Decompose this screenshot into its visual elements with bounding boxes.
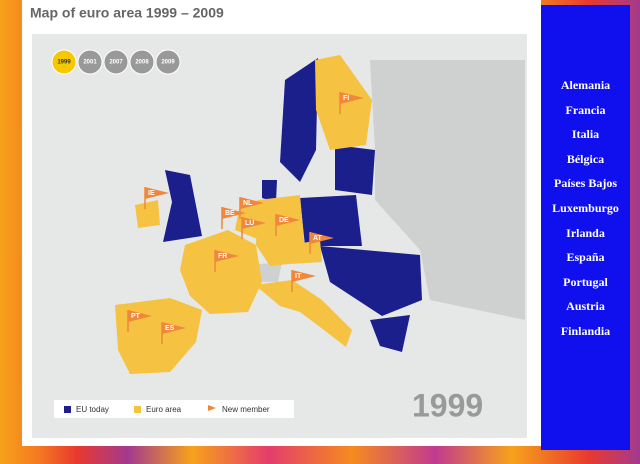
year-label[interactable]: 1999: [57, 60, 71, 66]
year-circle[interactable]: [129, 49, 155, 75]
eu-country: [300, 195, 362, 246]
legend-box: [54, 400, 294, 418]
flag-label: BE: [225, 210, 235, 217]
flag-label: IT: [295, 273, 302, 280]
year-button[interactable]: 2009: [155, 49, 181, 75]
eu-country: [370, 315, 410, 352]
flag: [340, 92, 364, 104]
country-name: Países Bajos: [554, 176, 617, 191]
country-name: Finlandia: [560, 323, 611, 338]
year-label[interactable]: 2001: [83, 60, 97, 66]
legend-swatch: [134, 406, 141, 413]
country-name: Italia: [571, 127, 600, 142]
map: Map of euro area 1999 – 2009 1999 2001 200…: [30, 5, 527, 438]
country-name: Alemania: [560, 78, 611, 92]
flag-label: DE: [279, 217, 289, 224]
eu-country: [335, 145, 375, 195]
flag: [215, 250, 239, 262]
legend-label: New member: [222, 405, 270, 414]
year-label[interactable]: 2007: [109, 60, 123, 66]
country-name: Luxemburgo: [552, 200, 619, 215]
country-name: Austria: [566, 299, 605, 314]
flag: [292, 270, 316, 282]
eu-country: [280, 58, 318, 182]
flag: [242, 217, 266, 229]
year-circle[interactable]: [103, 49, 129, 75]
year-circle[interactable]: [155, 49, 181, 75]
flag: [145, 187, 169, 199]
flag-label: IE: [148, 190, 155, 197]
eu-country: [262, 180, 277, 202]
flag-label: PT: [131, 313, 141, 320]
country-name: España: [566, 250, 605, 265]
eu-country: [320, 246, 422, 316]
year-circle[interactable]: [77, 49, 103, 75]
year-button[interactable]: 2001: [77, 49, 103, 75]
title: Map of euro area 1999 – 2009: [30, 5, 224, 21]
flag: [222, 207, 246, 219]
flag-label: ES: [165, 325, 175, 332]
big-year: 1999: [412, 387, 483, 423]
year-circle[interactable]: [51, 49, 77, 75]
flag-label: NL: [243, 200, 253, 207]
year-button[interactable]: 1999: [51, 49, 77, 75]
year-label[interactable]: 2008: [135, 60, 149, 66]
legend-label: Euro area: [146, 405, 182, 414]
flag: [310, 232, 334, 244]
flag: [128, 310, 152, 322]
euro-country: [180, 230, 262, 314]
year-button[interactable]: 2008: [129, 49, 155, 75]
flag: [162, 322, 186, 334]
flag-label: AT: [313, 235, 323, 242]
euro-country: [135, 200, 160, 228]
flag: [240, 197, 264, 209]
flag-label: FR: [218, 253, 227, 260]
map-panel: Map of euro area 1999 – 2009 1999 2001 200…: [22, 0, 541, 446]
flag-label: FI: [343, 95, 349, 102]
flag-label: LU: [245, 220, 254, 227]
flags: FI IE NL BE LU DE FR AT IT PT ES: [127, 92, 364, 344]
year-button[interactable]: 2007: [103, 49, 129, 75]
country-name: Francia: [565, 102, 606, 117]
year-selector: 1999 2001 2007 2008 2009: [51, 49, 181, 75]
country-name: Bélgica: [566, 151, 605, 166]
non-eu-land: [370, 60, 525, 320]
legend-swatch: [64, 406, 71, 413]
flag: [276, 214, 300, 226]
legend-label: EU today: [76, 405, 109, 414]
eu-country: [163, 170, 202, 242]
country-name: Portugal: [563, 274, 608, 289]
euro-country: [285, 240, 322, 264]
euro-country: [255, 280, 352, 347]
country-name: Irlanda: [566, 225, 605, 240]
legend-flag: [208, 405, 216, 411]
country-list: Alemania Francia Italia Bélgica Países Bajos…: [541, 5, 630, 450]
year-label[interactable]: 2009: [161, 60, 175, 66]
